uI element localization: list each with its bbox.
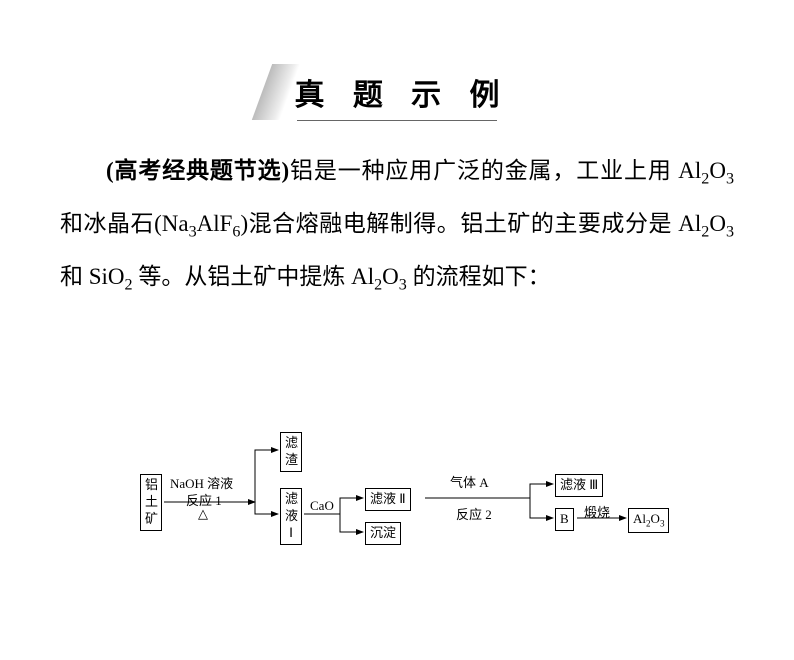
sub8: 2 — [374, 276, 382, 293]
page-title: 真 题 示 例 — [294, 79, 509, 112]
lbl-residue: 滤 渣 — [285, 435, 298, 467]
lbl-f3: 滤液 Ⅲ — [560, 477, 598, 492]
node-filtrate3: 滤液 Ⅲ — [555, 474, 603, 497]
edge-r2: 反应 2 — [456, 504, 492, 523]
pt1: 铝是一种应用广泛的金属，工业上用 Al — [289, 158, 701, 183]
sub3: 3 — [189, 223, 197, 240]
paragraph: (高考经典题节选)铝是一种应用广泛的金属，工业上用 Al2O3 和冰晶石(Na3… — [60, 145, 734, 304]
edge-triangle: △ — [198, 506, 208, 522]
sub9: 3 — [399, 276, 407, 293]
pt2: 和冰晶石(Na — [60, 211, 189, 236]
sub7: 2 — [125, 276, 133, 293]
title-banner: 真 题 示 例 — [262, 64, 531, 120]
lbl-f2: 滤液 Ⅱ — [370, 491, 406, 506]
sub5: 2 — [701, 223, 709, 240]
lbl-precip: 沉淀 — [370, 525, 396, 540]
node-al2o3: Al2O3 — [628, 508, 669, 533]
lbl-bauxite: 铝 土 矿 — [145, 477, 158, 526]
title-section: 真 题 示 例 — [0, 64, 794, 121]
node-residue: 滤 渣 — [280, 432, 302, 472]
sub1: 2 — [701, 171, 709, 188]
edge-cao: CaO — [310, 498, 334, 514]
pt7: 的流程如下： — [407, 264, 551, 289]
node-precip: 沉淀 — [365, 522, 401, 545]
pt4: )混合熔融电解制得。铝土矿的主要成分是 Al — [240, 211, 701, 236]
node-bauxite: 铝 土 矿 — [140, 474, 162, 531]
flowchart: 铝 土 矿 滤 渣 滤 液 Ⅰ 滤液 Ⅱ 沉淀 滤液 Ⅲ B Al2O3 NaO… — [0, 414, 794, 594]
sub6: 3 — [726, 223, 734, 240]
lbl-al: Al — [633, 511, 646, 526]
lbl-f1: 滤 液 Ⅰ — [285, 491, 298, 540]
lbl-o: O — [651, 511, 660, 526]
edge-gasA: 气体 A — [450, 472, 489, 491]
node-filtrate2: 滤液 Ⅱ — [365, 488, 411, 511]
node-B: B — [555, 508, 574, 531]
pt5: 和 SiO — [60, 264, 125, 289]
pt3: AlF — [197, 211, 233, 236]
lbl-B: B — [560, 511, 569, 526]
sub2: 3 — [726, 171, 734, 188]
pt6: 等。从铝土矿中提炼 Al — [133, 264, 375, 289]
title-underline — [297, 120, 497, 121]
edge-calc: 煅烧 — [584, 502, 610, 521]
node-filtrate1: 滤 液 Ⅰ — [280, 488, 302, 545]
para-prefix: (高考经典题节选) — [106, 158, 289, 183]
